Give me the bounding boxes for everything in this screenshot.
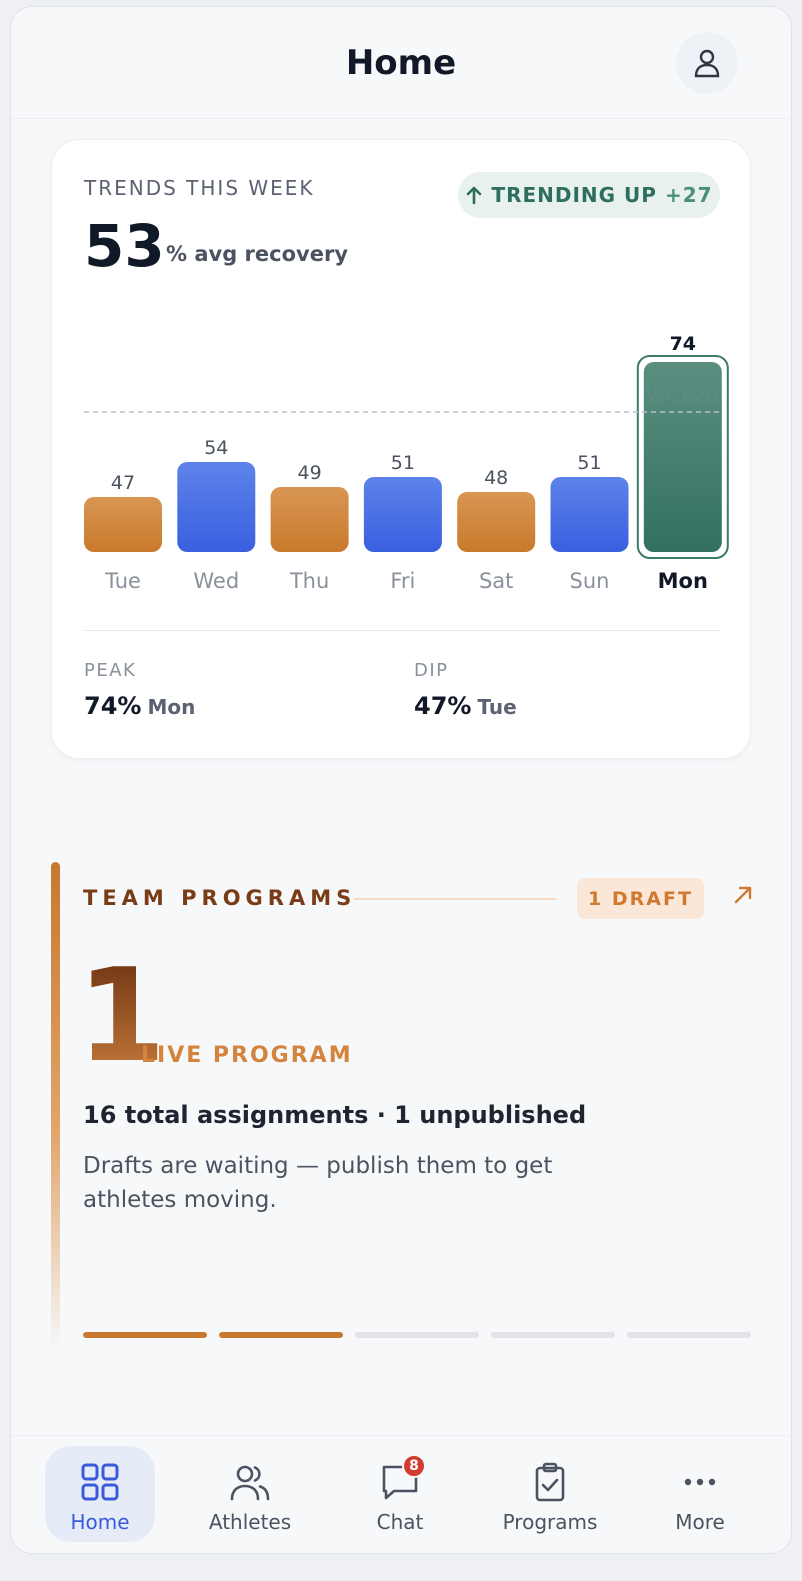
avg-recovery-unit: % avg recovery	[166, 242, 349, 266]
peak-label: PEAK	[84, 660, 137, 681]
chat-unread-badge: 8	[402, 1454, 426, 1478]
clipboard-check-icon	[535, 1462, 565, 1502]
dip-value: 47%	[414, 692, 472, 720]
program-progress	[83, 1332, 751, 1338]
nav-home-label: Home	[70, 1510, 130, 1534]
bar-value-sun: 51	[577, 452, 601, 474]
bar-value-fri: 51	[391, 452, 415, 474]
bar-value-sat: 48	[484, 467, 508, 489]
grid-icon	[81, 1463, 119, 1501]
nav-more[interactable]: More	[645, 1446, 755, 1542]
progress-segment	[491, 1332, 615, 1338]
tick-label-thu: Thu	[289, 569, 329, 593]
tick-label-fri: Fri	[390, 569, 415, 593]
draft-badge[interactable]: 1 DRAFT	[577, 878, 704, 919]
arrow-up-right-icon[interactable]	[731, 883, 755, 907]
tick-label-wed: Wed	[193, 569, 239, 593]
progress-segment	[83, 1332, 207, 1338]
highlight-outline	[636, 355, 729, 559]
page-title: Home	[345, 43, 457, 83]
nav-athletes-label: Athletes	[208, 1510, 292, 1534]
user-icon	[694, 49, 720, 78]
more-dots-icon	[684, 1478, 716, 1486]
bar-mon	[643, 362, 722, 552]
progress-segment	[219, 1332, 343, 1338]
bar-value-thu: 49	[298, 462, 322, 484]
programs-title: TEAM PROGRAMS	[83, 886, 357, 910]
nav-chat-label: Chat	[376, 1510, 424, 1534]
avg-reference-label: WK AVG	[646, 386, 719, 407]
bar-wed	[177, 462, 256, 552]
progress-segment	[355, 1332, 479, 1338]
bar-tue	[84, 497, 162, 552]
peak-value: 74%	[84, 692, 142, 720]
bar-value-wed: 54	[204, 437, 228, 459]
nav-programs[interactable]: Programs	[495, 1446, 605, 1542]
nav-programs-label: Programs	[502, 1510, 598, 1534]
bar-value-tue: 47	[111, 472, 135, 494]
assignments-summary: 16 total assignments · 1 unpublished	[83, 1101, 587, 1129]
live-program-count: 1	[77, 942, 167, 1091]
chat-icon-wrap: 8	[380, 1454, 426, 1502]
tick-label-tue: Tue	[104, 569, 141, 593]
dip-day: Tue	[477, 695, 517, 719]
programs-accent-bar	[51, 862, 60, 1352]
dip-label: DIP	[414, 660, 449, 681]
tick-label-mon: Mon	[658, 569, 708, 593]
bar-sat	[457, 492, 536, 552]
tick-label-sun: Sun	[570, 569, 610, 593]
trends-label: TRENDS THIS WEEK	[84, 176, 315, 200]
recovery-bar-chart: 47 Tue 54 Wed 49 Thu 51 Fri 48 Sat 51 Sun 74 Mon WK AV…	[84, 333, 729, 593]
nav-more-label: More	[675, 1510, 725, 1534]
bar-thu	[270, 487, 349, 552]
trend-badge-delta: +27	[664, 183, 713, 207]
users-icon	[230, 1465, 270, 1501]
nav-home[interactable]: Home	[45, 1446, 155, 1542]
stats-divider	[84, 630, 720, 631]
nav-athletes[interactable]: Athletes	[195, 1446, 305, 1542]
live-program-label: LIVE PROGRAM	[141, 1043, 353, 1068]
nav-chat[interactable]: 8 Chat	[345, 1446, 455, 1542]
peak-stat: 74% Mon	[84, 692, 195, 720]
trend-badge-text: TRENDING UP	[491, 183, 657, 207]
avg-recovery-value: 53	[84, 212, 165, 280]
progress-segment	[627, 1332, 751, 1338]
peak-day: Mon	[147, 695, 196, 719]
profile-button[interactable]	[676, 32, 738, 94]
top-bar: Home	[11, 7, 791, 119]
bottom-nav: Home Athletes 8 Chat Programs	[11, 1435, 791, 1553]
tick-label-sat: Sat	[479, 569, 513, 593]
app-screen: Home TRENDS THIS WEEK 53 % avg recovery …	[10, 6, 792, 1554]
dip-stat: 47% Tue	[414, 692, 517, 720]
programs-title-rule	[354, 898, 556, 900]
bar-value-mon: 74	[670, 333, 696, 355]
trends-card: TRENDS THIS WEEK 53 % avg recovery TREND…	[51, 139, 751, 759]
bar-sun	[550, 477, 629, 552]
trend-badge: TRENDING UP +27	[458, 172, 720, 218]
arrow-up-icon	[467, 186, 482, 205]
drafts-description: Drafts are waiting — publish them to get…	[83, 1153, 553, 1213]
bar-fri	[363, 477, 442, 552]
